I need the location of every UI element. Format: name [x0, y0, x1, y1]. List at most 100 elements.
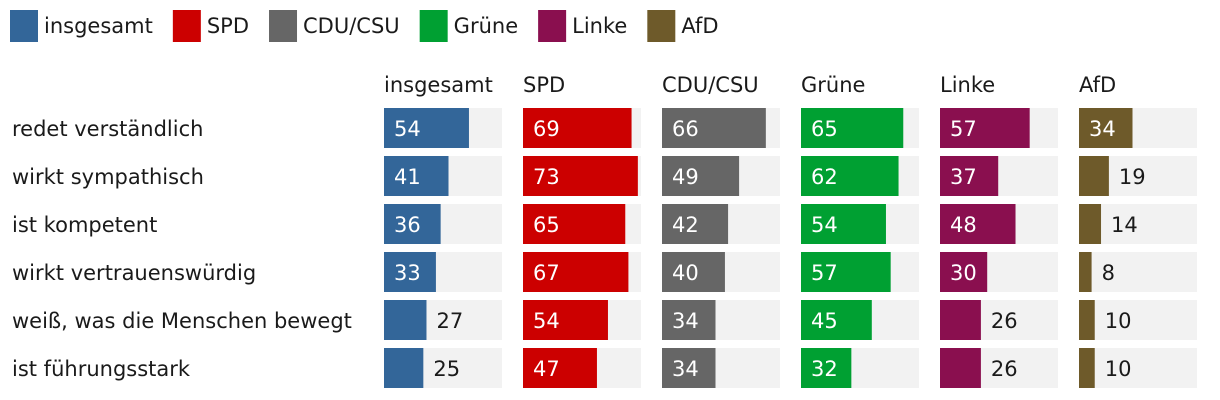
panel-header-insgesamt: insgesamt: [384, 73, 493, 97]
data-label: 34: [1089, 117, 1116, 141]
data-label: 54: [394, 117, 421, 141]
data-label: 54: [533, 309, 560, 333]
bar-gruene-weiss-was-die-menschen-bewegt: [801, 300, 872, 340]
row-labels: redet verständlich wirkt sympathisch ist k…: [12, 117, 352, 381]
legend-label-afd: AfD: [681, 14, 718, 38]
bar-linke-wirkt-sympathisch: [940, 156, 999, 196]
data-label: 32: [811, 357, 838, 381]
bar-spd-weiss-was-die-menschen-bewegt: [523, 300, 608, 340]
bar-afd-weiss-was-die-menschen-bewegt: [1079, 300, 1095, 340]
data-label: 26: [991, 309, 1018, 333]
panel-cdu-csu: CDU/CSU 66 49 42 40 34 34: [662, 73, 780, 388]
data-label: 69: [533, 117, 560, 141]
legend-label-linke: Linke: [572, 14, 627, 38]
bar-spd-ist-fuehrungsstark: [523, 348, 597, 388]
legend: insgesamt SPD CDU/CSU Grüne Linke AfD: [10, 10, 719, 42]
data-label: 36: [394, 213, 421, 237]
panel-header-cdu-csu: CDU/CSU: [662, 73, 759, 97]
row-label-ist-kompetent: ist kompetent: [12, 213, 157, 237]
bar-linke-weiss-was-die-menschen-bewegt: [940, 300, 981, 340]
bar-gruene-ist-kompetent: [801, 204, 886, 244]
bar-insgesamt-wirkt-vertrauenswuerdig: [384, 252, 436, 292]
data-label: 14: [1111, 213, 1138, 237]
bar-track: [1079, 300, 1197, 340]
bar-insgesamt-wirkt-sympathisch: [384, 156, 449, 196]
data-label: 26: [991, 357, 1018, 381]
legend-label-insgesamt: insgesamt: [44, 14, 153, 38]
row-label-wirkt-vertrauenswuerdig: wirkt vertrauenswürdig: [12, 261, 256, 285]
data-label: 41: [394, 165, 421, 189]
bar-linke-wirkt-vertrauenswuerdig: [940, 252, 988, 292]
bar-track: [1079, 348, 1197, 388]
panels: insgesamt 54 41 36 33 27 25 SPD 69 73 65 67 54 47 CDU/…: [384, 73, 1197, 388]
data-label: 62: [811, 165, 838, 189]
data-label: 42: [672, 213, 699, 237]
data-label: 54: [811, 213, 838, 237]
row-label-wirkt-sympathisch: wirkt sympathisch: [12, 165, 204, 189]
data-label: 45: [811, 309, 838, 333]
panel-header-linke: Linke: [940, 73, 995, 97]
bar-afd-ist-kompetent: [1079, 204, 1102, 244]
bar-afd-wirkt-sympathisch: [1079, 156, 1109, 196]
bar-spd-ist-kompetent: [523, 204, 626, 244]
data-label: 47: [533, 357, 560, 381]
data-label: 10: [1105, 357, 1132, 381]
bar-afd-wirkt-vertrauenswuerdig: [1079, 252, 1092, 292]
bar-cdu-csu-weiss-was-die-menschen-bewegt: [662, 300, 716, 340]
data-label: 10: [1105, 309, 1132, 333]
data-label: 8: [1102, 261, 1115, 285]
bar-track: [1079, 252, 1197, 292]
legend-label-cdu-csu: CDU/CSU: [303, 14, 400, 38]
data-label: 57: [950, 117, 977, 141]
data-label: 65: [533, 213, 560, 237]
bar-gruene-redet-verstaendlich: [801, 108, 904, 148]
panel-header-gruene: Grüne: [801, 73, 865, 97]
bar-cdu-csu-wirkt-sympathisch: [662, 156, 740, 196]
data-label: 33: [394, 261, 421, 285]
bar-gruene-wirkt-sympathisch: [801, 156, 899, 196]
panel-linke: Linke 57 37 48 30 26 26: [940, 73, 1058, 388]
data-label: 30: [950, 261, 977, 285]
panel-gruene: Grüne 65 62 54 57 45 32: [801, 73, 919, 388]
panel-header-spd: SPD: [523, 73, 565, 97]
legend-swatch-cdu-csu: [269, 10, 298, 42]
bar-linke-redet-verstaendlich: [940, 108, 1030, 148]
bar-linke-ist-kompetent: [940, 204, 1016, 244]
data-label: 48: [950, 213, 977, 237]
row-label-redet-verstaendlich: redet verständlich: [12, 117, 203, 141]
panel-header-afd: AfD: [1079, 73, 1116, 97]
row-label-weiss-was-die-menschen-bewegt: weiß, was die Menschen bewegt: [12, 309, 352, 333]
data-label: 34: [672, 357, 699, 381]
data-label: 49: [672, 165, 699, 189]
bar-cdu-csu-ist-kompetent: [662, 204, 729, 244]
data-label: 57: [811, 261, 838, 285]
data-label: 19: [1119, 165, 1146, 189]
data-label: 65: [811, 117, 838, 141]
bar-insgesamt-ist-fuehrungsstark: [384, 348, 424, 388]
legend-swatch-spd: [172, 10, 201, 42]
bar-cdu-csu-wirkt-vertrauenswuerdig: [662, 252, 725, 292]
panel-insgesamt: insgesamt 54 41 36 33 27 25: [384, 73, 502, 388]
bar-insgesamt-weiss-was-die-menschen-bewegt: [384, 300, 427, 340]
legend-swatch-insgesamt: [10, 10, 38, 42]
bar-afd-ist-fuehrungsstark: [1079, 348, 1095, 388]
panel-spd: SPD 69 73 65 67 54 47: [523, 73, 641, 388]
bar-linke-ist-fuehrungsstark: [940, 348, 981, 388]
legend-swatch-afd: [647, 10, 676, 42]
bar-cdu-csu-redet-verstaendlich: [662, 108, 766, 148]
bar-insgesamt-redet-verstaendlich: [384, 108, 469, 148]
bar-spd-redet-verstaendlich: [523, 108, 632, 148]
legend-label-gruene: Grüne: [454, 14, 518, 38]
data-label: 25: [433, 357, 460, 381]
data-label: 40: [672, 261, 699, 285]
legend-swatch-linke: [538, 10, 567, 42]
bar-spd-wirkt-sympathisch: [523, 156, 638, 196]
data-label: 73: [533, 165, 560, 189]
bar-insgesamt-ist-kompetent: [384, 204, 441, 244]
legend-swatch-gruene: [419, 10, 448, 42]
bar-cdu-csu-ist-fuehrungsstark: [662, 348, 716, 388]
bar-gruene-wirkt-vertrauenswuerdig: [801, 252, 891, 292]
data-label: 34: [672, 309, 699, 333]
